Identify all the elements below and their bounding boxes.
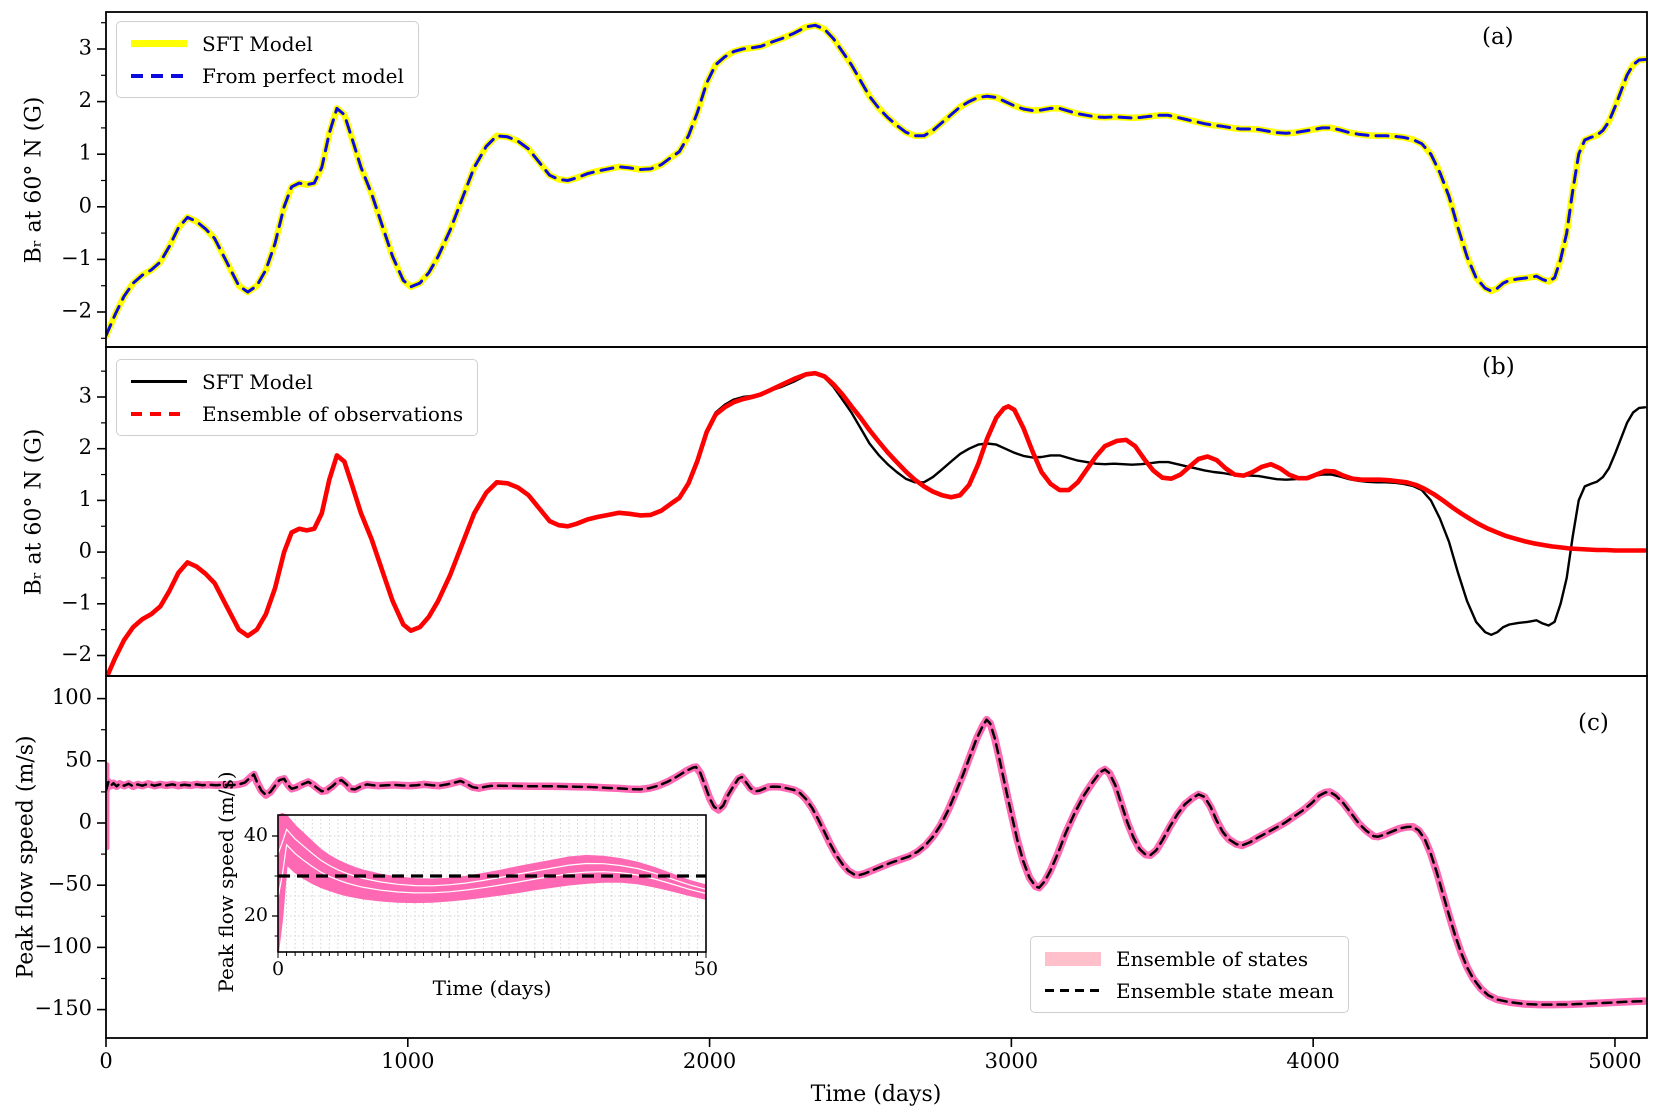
panel-label-c: (c) (1578, 710, 1609, 736)
legend-line-black-solid (131, 380, 187, 383)
y-tick-label: −1 (61, 590, 92, 614)
y-tick-label: 2 (79, 435, 92, 459)
y-tick-label: 3 (79, 36, 92, 60)
inset-ensemble-band (278, 814, 706, 952)
legend-panel-c: Ensemble of states Ensemble state mean (1030, 936, 1349, 1013)
inset-ensemble-lower (276, 861, 707, 953)
y-axis-label-c: Peak flow speed (m/s) (13, 735, 39, 979)
inset-y-tick-label: 40 (244, 824, 268, 846)
y-axis-label-a: Bᵣ at 60° N (G) (21, 96, 47, 264)
legend-label: Ensemble of observations (202, 401, 464, 426)
legend-panel-b: SFT Model Ensemble of observations (116, 359, 479, 436)
legend-label: SFT Model (202, 369, 313, 394)
y-tick-label: 1 (79, 141, 92, 165)
y-tick-label: −150 (34, 996, 92, 1020)
legend-item: Ensemble state mean (1045, 978, 1334, 1003)
legend-label: Ensemble state mean (1116, 978, 1334, 1003)
y-axis-label-b: Bᵣ at 60° N (G) (21, 428, 47, 596)
inset-y-tick-label: 20 (244, 904, 268, 926)
legend-label: From perfect model (202, 63, 404, 88)
legend-label: SFT Model (202, 31, 313, 56)
y-tick-label: −50 (48, 872, 92, 896)
y-tick-label: −1 (61, 246, 92, 270)
y-tick-label: 0 (79, 539, 92, 563)
inset-x-axis-label: Time (days) (432, 976, 552, 1000)
inset-y-axis-label: Peak flow speed (m/s) (214, 771, 238, 993)
inset-x-tick-label: 0 (272, 958, 284, 980)
inset-x-tick-label: 50 (694, 958, 718, 980)
inset-ensemble-member-gap (277, 843, 707, 898)
legend-label: Ensemble of states (1116, 946, 1309, 971)
x-tick-label: 1000 (381, 1049, 434, 1073)
legend-item: From perfect model (131, 63, 404, 88)
x-tick-label: 4000 (1286, 1049, 1339, 1073)
legend-line-yellow-solid (131, 40, 187, 47)
y-tick-label: 50 (65, 747, 92, 771)
inset-ensemble-member-gap (277, 828, 707, 890)
x-tick-label: 5000 (1588, 1049, 1641, 1073)
legend-item: SFT Model (131, 31, 404, 56)
legend-item: Ensemble of observations (131, 401, 463, 426)
panel-border-c (105, 675, 1648, 1039)
curve-from-perfect-model-blue-dashed (106, 23, 1647, 338)
legend-line-black-dashed (1045, 989, 1101, 992)
legend-panel-a: SFT Model From perfect model (116, 21, 419, 98)
legend-line-red-dashed (131, 411, 187, 416)
legend-item: Ensemble of states (1045, 946, 1334, 971)
y-tick-label: −2 (61, 642, 92, 666)
legend-item: SFT Model (131, 369, 463, 394)
inset-ensemble-upper (277, 812, 707, 887)
y-tick-label: 0 (79, 193, 92, 217)
curve-ensemble-state-mean-dashed (106, 718, 1647, 1006)
legend-patch-pink (1045, 951, 1101, 966)
y-tick-label: 100 (52, 685, 92, 709)
y-tick-label: 0 (79, 810, 92, 834)
x-tick-label: 0 (99, 1049, 112, 1073)
y-tick-label: −2 (61, 299, 92, 323)
curve-ensemble-of-observations-red (106, 370, 1647, 676)
y-tick-label: 1 (79, 487, 92, 511)
legend-line-blue-dashed (131, 73, 187, 78)
y-tick-label: 3 (79, 384, 92, 408)
panel-label-b: (b) (1482, 354, 1515, 380)
y-tick-label: 2 (79, 88, 92, 112)
x-tick-label: 2000 (683, 1049, 736, 1073)
x-axis-label: Time (days) (810, 1082, 942, 1107)
y-tick-label: −100 (34, 934, 92, 958)
x-tick-label: 3000 (985, 1049, 1038, 1073)
panel-label-a: (a) (1482, 24, 1514, 50)
